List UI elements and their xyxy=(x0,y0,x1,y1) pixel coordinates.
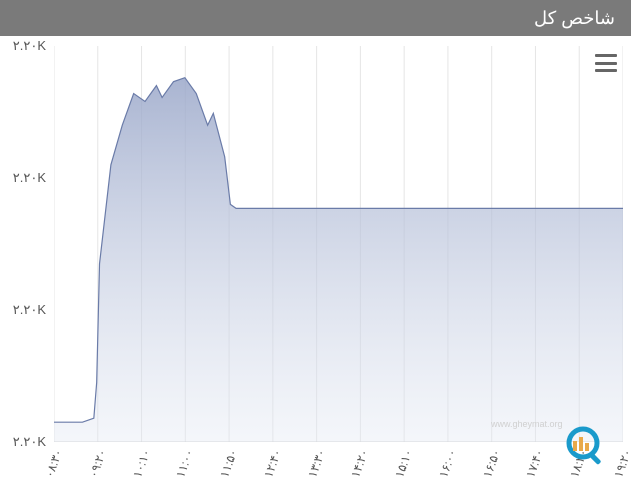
chart-header: شاخص کل xyxy=(0,0,631,36)
y-axis-labels: ۲.۲۰K۲.۲۰K۲.۲۰K۲.۲۰K xyxy=(0,46,52,442)
x-tick-label: ۰۹:۲۰ xyxy=(86,447,109,479)
x-tick-label: ۱۵:۱۰ xyxy=(392,447,415,479)
x-tick-label: ۰۸:۳۰ xyxy=(42,447,65,479)
x-tick-label: ۱۴:۲۰ xyxy=(349,447,372,479)
chart-title: شاخص کل xyxy=(534,8,615,29)
y-tick-label: ۲.۲۰K xyxy=(13,302,46,318)
y-tick-label: ۲.۲۰K xyxy=(13,38,46,54)
chart-container: ۲.۲۰K ۲.۲۰K ۲.۲۰K ۲.۲۰K ۰۸:۳۰ ۰۹:۲۰ ۱۰:۱۰ ۱۱:۰… xyxy=(0,36,631,500)
x-tick-label: ۱۳:۳۰ xyxy=(305,447,328,479)
chart-svg xyxy=(54,46,623,442)
x-tick-label: ۱۱:۵۰ xyxy=(217,447,240,479)
y-tick-label: ۲.۲۰K xyxy=(13,434,46,450)
plot-area xyxy=(54,46,623,442)
y-tick-label: ۲.۲۰K xyxy=(13,170,46,186)
x-tick-label: ۱۱:۰۰ xyxy=(173,447,196,479)
x-tick-label: ۱۷:۴۰ xyxy=(524,447,547,479)
x-tick-label: ۱۲:۴۰ xyxy=(261,447,284,479)
x-tick-label: ۱۹:۲۰ xyxy=(611,447,631,479)
x-tick-label: ۱۶:۵۰ xyxy=(480,447,503,479)
x-tick-label: ۱۰:۱۰ xyxy=(130,447,153,479)
x-tick-label: ۱۸:۳۰ xyxy=(567,447,590,479)
x-tick-label: ۱۶:۰۰ xyxy=(436,447,459,479)
x-axis-labels: ۰۸:۳۰۰۹:۲۰۱۰:۱۰۱۱:۰۰۱۱:۵۰۱۲:۴۰۱۳:۳۰۱۴:۲۰… xyxy=(54,444,623,500)
